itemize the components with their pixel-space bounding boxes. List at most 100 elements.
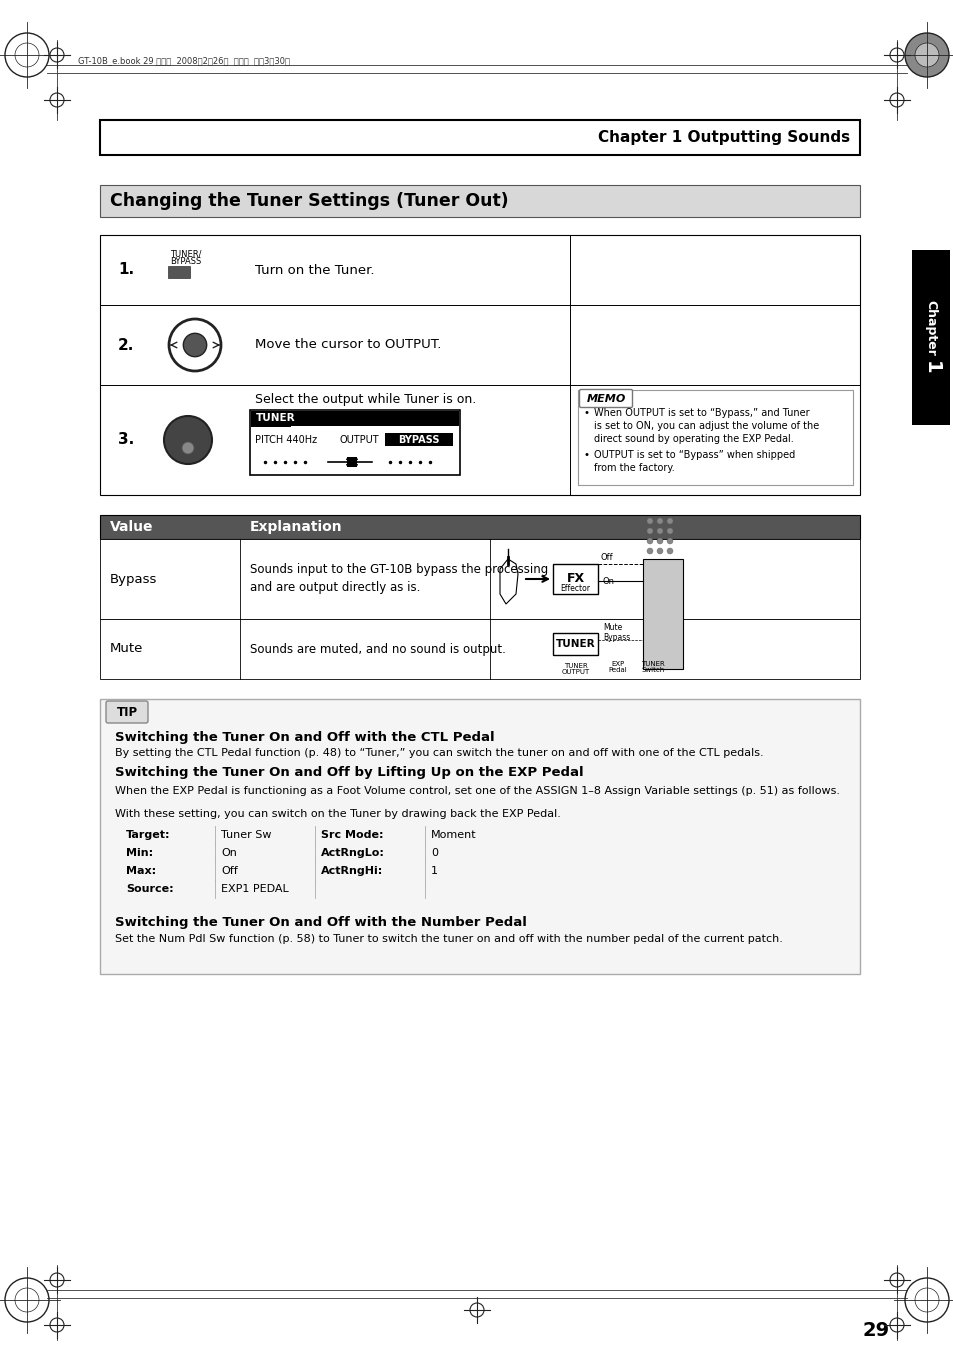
Text: TUNER
Switch: TUNER Switch (640, 661, 664, 674)
Text: 1: 1 (921, 361, 940, 374)
Text: Select the output while Tuner is on.: Select the output while Tuner is on. (254, 393, 476, 407)
Circle shape (183, 334, 207, 357)
Circle shape (182, 442, 193, 454)
Bar (100, 185, 859, 218)
Text: ActRngLo:: ActRngLo: (320, 848, 384, 858)
Text: TUNER: TUNER (255, 413, 295, 423)
Text: Target:: Target: (126, 830, 171, 840)
Text: By setting the CTL Pedal function (p. 48) to “Tuner,” you can switch the tuner o: By setting the CTL Pedal function (p. 48… (115, 748, 762, 758)
Circle shape (657, 528, 662, 534)
Bar (100, 698, 859, 974)
Bar (100, 619, 859, 680)
Text: Changing the Tuner Settings (Tuner Out): Changing the Tuner Settings (Tuner Out) (110, 192, 508, 209)
Bar (120, 880, 535, 898)
Text: When OUTPUT is set to “Bypass,” and Tuner
is set to ON, you can adjust the volum: When OUTPUT is set to “Bypass,” and Tune… (594, 408, 819, 444)
Text: Value: Value (110, 520, 153, 534)
Bar (250, 409, 459, 476)
Text: EXP1 PEDAL: EXP1 PEDAL (221, 884, 289, 894)
Text: 3.: 3. (118, 432, 134, 447)
Bar (100, 120, 859, 155)
Text: GT-10B_e.book 29 ページ  2008年2月26日  火曜日  午後3時30分: GT-10B_e.book 29 ページ 2008年2月26日 火曜日 午後3時… (78, 55, 290, 65)
Circle shape (657, 549, 662, 554)
Bar (100, 515, 859, 539)
Text: OUTPUT is set to “Bypass” when shipped
from the factory.: OUTPUT is set to “Bypass” when shipped f… (594, 450, 795, 473)
Text: Explanation: Explanation (250, 520, 342, 534)
Text: Mute: Mute (602, 623, 621, 631)
Text: OUTPUT: OUTPUT (339, 435, 379, 444)
Circle shape (914, 43, 938, 68)
Circle shape (657, 538, 662, 544)
Bar (168, 266, 190, 278)
Text: Src Mode:: Src Mode: (320, 830, 383, 840)
Circle shape (164, 416, 212, 463)
FancyBboxPatch shape (578, 389, 632, 408)
Bar (385, 434, 453, 446)
Text: TUNER
OUTPUT: TUNER OUTPUT (560, 662, 589, 676)
Text: On: On (602, 577, 615, 585)
Circle shape (666, 517, 672, 524)
Circle shape (904, 32, 948, 77)
Text: Switching the Tuner On and Off with the CTL Pedal: Switching the Tuner On and Off with the … (115, 731, 494, 744)
Bar (120, 825, 535, 844)
Text: Effector: Effector (560, 584, 590, 593)
Text: TIP: TIP (116, 705, 137, 719)
Text: Off: Off (600, 553, 613, 562)
Text: TUNER: TUNER (555, 639, 595, 648)
Text: 2.: 2. (118, 338, 134, 353)
Text: With these setting, you can switch on the Tuner by drawing back the EXP Pedal.: With these setting, you can switch on th… (115, 809, 560, 819)
Text: FX: FX (566, 573, 584, 585)
Text: Mute: Mute (110, 643, 143, 655)
Bar (120, 844, 535, 862)
Text: Turn on the Tuner.: Turn on the Tuner. (254, 263, 375, 277)
FancyBboxPatch shape (106, 701, 148, 723)
Bar (251, 411, 458, 426)
Text: MEMO: MEMO (586, 393, 625, 404)
Text: 29: 29 (862, 1320, 889, 1339)
Text: Switching the Tuner On and Off by Lifting Up on the EXP Pedal: Switching the Tuner On and Off by Liftin… (115, 766, 583, 780)
Text: EXP
Pedal: EXP Pedal (608, 661, 627, 674)
Text: When the EXP Pedal is functioning as a Foot Volume control, set one of the ASSIG: When the EXP Pedal is functioning as a F… (115, 786, 840, 796)
Text: On: On (221, 848, 236, 858)
Circle shape (657, 517, 662, 524)
Circle shape (666, 538, 672, 544)
Bar (578, 390, 852, 485)
Text: 1.: 1. (118, 262, 134, 277)
Text: Chapter 1 Outputting Sounds: Chapter 1 Outputting Sounds (598, 130, 849, 145)
Text: Set the Num Pdl Sw function (p. 58) to Tuner to switch the tuner on and off with: Set the Num Pdl Sw function (p. 58) to T… (115, 934, 782, 944)
Text: Min:: Min: (126, 848, 153, 858)
Text: 0: 0 (431, 848, 437, 858)
Text: Tuner Sw: Tuner Sw (221, 830, 272, 840)
Circle shape (646, 549, 652, 554)
Text: Sounds input to the GT-10B bypass the processing
and are output directly as is.: Sounds input to the GT-10B bypass the pr… (250, 563, 548, 594)
Text: Bypass: Bypass (602, 632, 630, 642)
Text: ActRngHi:: ActRngHi: (320, 866, 383, 875)
Text: BYPASS: BYPASS (397, 435, 439, 444)
Text: PITCH 440Hz: PITCH 440Hz (254, 435, 316, 444)
Text: BYPASS: BYPASS (170, 258, 201, 266)
Bar (100, 235, 859, 494)
Bar (642, 559, 682, 669)
Circle shape (646, 517, 652, 524)
Bar (553, 563, 598, 594)
Text: Source:: Source: (126, 884, 173, 894)
Bar (553, 634, 598, 655)
Text: Bypass: Bypass (110, 573, 157, 585)
Bar (251, 426, 291, 427)
Text: Moment: Moment (431, 830, 476, 840)
Circle shape (646, 528, 652, 534)
Circle shape (646, 538, 652, 544)
Text: •: • (583, 408, 589, 417)
Bar (911, 250, 949, 426)
Bar (120, 862, 535, 880)
Circle shape (666, 528, 672, 534)
Text: Off: Off (221, 866, 237, 875)
Text: Move the cursor to OUTPUT.: Move the cursor to OUTPUT. (254, 339, 441, 351)
Text: Chapter: Chapter (923, 300, 937, 355)
Circle shape (666, 549, 672, 554)
Text: Sounds are muted, and no sound is output.: Sounds are muted, and no sound is output… (250, 643, 505, 655)
Text: 1: 1 (431, 866, 437, 875)
Bar (347, 457, 356, 467)
Text: TUNER/: TUNER/ (170, 250, 201, 258)
Text: •: • (583, 450, 589, 459)
Bar (100, 539, 859, 619)
